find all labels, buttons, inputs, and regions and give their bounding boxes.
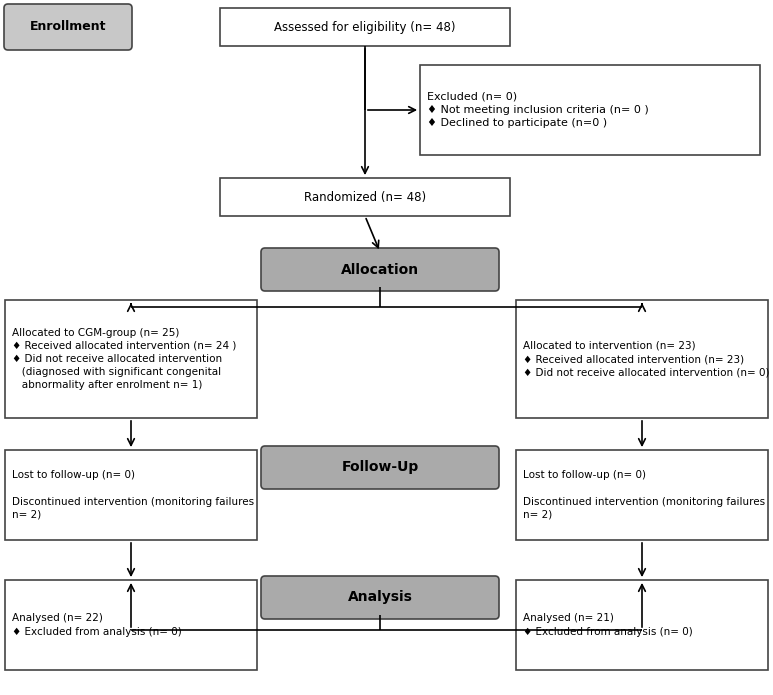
Bar [220,178,510,216]
FancyBboxPatch shape [261,446,499,489]
Bar [5,300,257,418]
Text: Analysed (n= 21)
♦ Excluded from analysis (n= 0): Analysed (n= 21) ♦ Excluded from analysi… [523,614,693,637]
Text: Randomized (n= 48): Randomized (n= 48) [304,190,426,204]
FancyBboxPatch shape [261,248,499,291]
Bar [5,580,257,670]
Bar [5,450,257,540]
Bar [516,580,768,670]
Text: Follow-Up: Follow-Up [342,461,419,475]
Bar [420,65,760,155]
FancyBboxPatch shape [261,576,499,619]
Text: Analysed (n= 22)
♦ Excluded from analysis (n= 0): Analysed (n= 22) ♦ Excluded from analysi… [12,614,182,637]
Text: Enrollment: Enrollment [29,20,106,33]
Text: Lost to follow-up (n= 0)

Discontinued intervention (monitoring failures
n= 2): Lost to follow-up (n= 0) Discontinued in… [12,471,254,520]
Bar [220,8,510,46]
Text: Excluded (n= 0)
♦ Not meeting inclusion criteria (n= 0 )
♦ Declined to participa: Excluded (n= 0) ♦ Not meeting inclusion … [427,92,649,128]
Text: Allocation: Allocation [341,263,419,277]
Text: Allocated to intervention (n= 23)
♦ Received allocated intervention (n= 23)
♦ Di: Allocated to intervention (n= 23) ♦ Rece… [523,341,769,377]
Text: Lost to follow-up (n= 0)

Discontinued intervention (monitoring failures
n= 2): Lost to follow-up (n= 0) Discontinued in… [523,471,765,520]
Text: Assessed for eligibility (n= 48): Assessed for eligibility (n= 48) [274,20,456,33]
FancyBboxPatch shape [4,4,132,50]
Text: Analysis: Analysis [348,591,413,605]
Bar [516,450,768,540]
Text: Allocated to CGM-group (n= 25)
♦ Received allocated intervention (n= 24 )
♦ Did : Allocated to CGM-group (n= 25) ♦ Receive… [12,327,237,391]
Bar [516,300,768,418]
